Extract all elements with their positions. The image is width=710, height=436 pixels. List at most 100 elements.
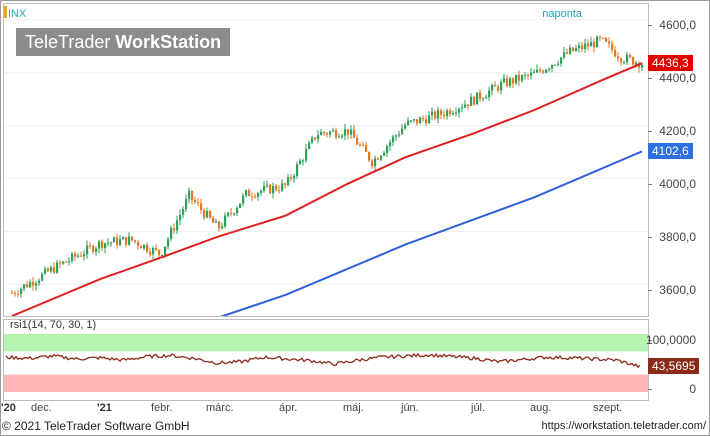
symbol-label[interactable]: INX (8, 8, 27, 20)
candle-body (128, 236, 131, 245)
candle-body (518, 74, 521, 81)
candle-body (461, 107, 464, 109)
price-chart-svg (4, 19, 648, 316)
long-ma-line (219, 150, 643, 316)
candle-body (599, 36, 602, 38)
candle-body (299, 160, 302, 165)
candle-body (440, 110, 443, 115)
candle-body (56, 262, 59, 273)
x-tick-label: jún. (401, 402, 419, 414)
candles-group (11, 35, 644, 299)
candle-body (554, 64, 557, 66)
x-tick-label: júl. (471, 402, 486, 414)
candle-body (185, 199, 188, 210)
candle-body (233, 213, 236, 215)
rsi-indicator-label[interactable]: rsi1(14, 70, 30, 1) (10, 319, 97, 331)
candle-body (71, 253, 74, 261)
candle-body (359, 144, 362, 146)
candle-body (26, 284, 29, 288)
teletrader-logo: TeleTrader WorkStation (16, 28, 231, 56)
candle-body (191, 190, 194, 200)
candle-body (587, 43, 590, 47)
candle-body (176, 220, 179, 231)
candle-body (137, 241, 140, 246)
candle-body (560, 57, 563, 64)
candle-body (590, 41, 593, 47)
candle-body (20, 288, 23, 294)
candle-body (404, 124, 407, 129)
candle-body (545, 69, 548, 73)
candle-body (287, 177, 290, 185)
candle-body (209, 211, 212, 218)
candle-body (266, 184, 269, 186)
price-y-axis[interactable]: 4600,0 4400,0 4200,0 4000,0 3800,0 3600,… (648, 3, 708, 315)
candle-body (116, 237, 119, 245)
candle-body (161, 254, 164, 256)
candle-body (182, 209, 185, 215)
candle-body (386, 146, 389, 153)
candle-body (557, 63, 560, 65)
candle-body (131, 236, 134, 241)
candle-body (98, 241, 101, 249)
candle-body (596, 36, 599, 48)
candle-body (269, 184, 272, 194)
period-label[interactable]: naponta (542, 8, 582, 20)
candle-body (377, 158, 380, 160)
candle-body (548, 68, 551, 70)
logo-product: WorkStation (115, 32, 222, 52)
candle-body (524, 74, 527, 76)
x-tick-label: '20 (1, 402, 16, 414)
candle-body (593, 41, 596, 48)
candle-body (581, 45, 584, 49)
candle-body (347, 129, 350, 135)
candle-body (542, 71, 545, 73)
x-tick-label: febr. (151, 402, 173, 414)
rsi-y-axis[interactable]: 100,0000 0 (646, 319, 708, 399)
candle-body (503, 78, 506, 83)
candle-body (614, 49, 617, 57)
candle-body (41, 273, 44, 281)
candle-body (23, 284, 26, 289)
candle-body (317, 135, 320, 140)
candle-body (398, 134, 401, 136)
candle-body (392, 136, 395, 143)
candle-body (578, 45, 581, 49)
candle-body (572, 47, 575, 51)
candle-body (74, 253, 77, 257)
time-x-axis[interactable]: '20 dec. '21 febr. márc. ápr. máj. jún. … (1, 401, 647, 417)
symbol-color-marker (4, 6, 7, 18)
candle-body (173, 228, 176, 231)
rsi-plot-area[interactable]: rsi1(14, 70, 30, 1) (3, 319, 649, 401)
candle-body (569, 47, 572, 54)
x-tick-label: '21 (97, 402, 112, 414)
y-tick-label: 4200,0 (659, 124, 696, 138)
candle-body (296, 164, 299, 176)
candle-body (353, 129, 356, 139)
candle-body (68, 260, 71, 263)
website-link[interactable]: https://workstation.teletrader.com/ (541, 420, 706, 432)
candle-body (146, 244, 149, 252)
candle-body (134, 240, 137, 242)
price-plot-area[interactable]: INX naponta TeleTrader WorkStation (3, 3, 649, 317)
candle-body (446, 110, 449, 117)
candle-body (539, 69, 542, 72)
candle-body (494, 84, 497, 87)
candle-body (254, 196, 257, 198)
candle-body (329, 131, 332, 135)
candle-body (509, 78, 512, 86)
candle-body (311, 137, 314, 143)
candle-body (530, 72, 533, 76)
candle-body (14, 293, 17, 295)
candle-body (86, 245, 89, 255)
candle-body (59, 262, 62, 264)
candle-body (242, 195, 245, 204)
candle-body (125, 237, 128, 245)
candle-body (455, 112, 458, 114)
candle-body (497, 86, 500, 91)
candle-body (281, 183, 284, 191)
candle-body (107, 242, 110, 244)
candle-body (635, 62, 638, 65)
candle-body (437, 110, 440, 119)
candle-body (395, 135, 398, 137)
candle-body (563, 52, 566, 58)
